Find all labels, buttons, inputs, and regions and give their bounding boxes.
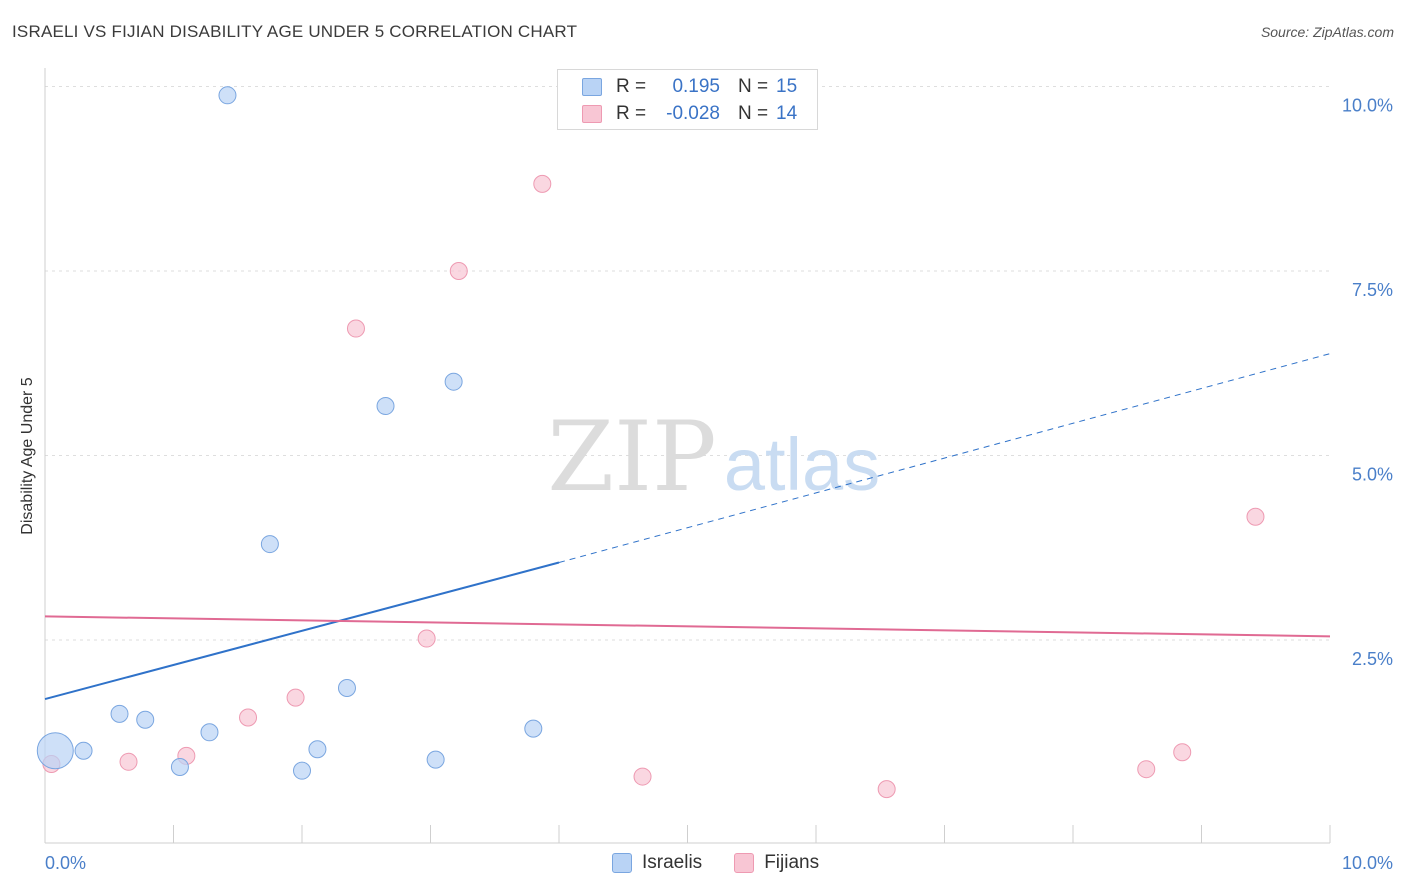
chart-title: ISRAELI VS FIJIAN DISABILITY AGE UNDER 5… — [12, 22, 578, 41]
n-value: 15 — [776, 76, 798, 97]
fijians-point — [286, 688, 305, 707]
fijians-point — [1246, 507, 1265, 526]
y-tick-label: 5.0% — [1352, 465, 1393, 485]
fijians-point — [1173, 743, 1192, 762]
r-label: R = — [616, 76, 647, 97]
fijians-legend-swatch — [734, 853, 755, 873]
y-tick-label: 2.5% — [1352, 649, 1393, 669]
fijians-point — [1137, 760, 1156, 779]
israelis-point — [444, 372, 463, 391]
n-label: N = — [738, 76, 769, 97]
r-value: -0.028 — [666, 103, 720, 124]
y-tick-label: 7.5% — [1352, 280, 1393, 300]
y-tick-label: 10.0% — [1342, 95, 1393, 115]
fijians-point — [877, 780, 896, 799]
fijians-point — [449, 261, 468, 280]
legend-row-israelis: R = 0.195 N = 15 — [582, 76, 797, 98]
fijians-point — [346, 319, 365, 338]
r-value: 0.195 — [672, 76, 720, 97]
n-value: 14 — [776, 103, 798, 124]
israelis-point — [376, 397, 395, 416]
n-label: N = — [738, 103, 769, 124]
fijians-legend-label: Fijians — [764, 852, 820, 873]
israelis-point — [110, 704, 129, 723]
fijians-point — [119, 752, 138, 771]
israelis-point — [337, 679, 356, 697]
stats-legend: R = 0.195 N = 15 R = -0.028 N = 14 — [557, 69, 818, 130]
israelis-point — [218, 86, 237, 105]
israelis-point — [260, 535, 279, 554]
israelis-point — [136, 710, 155, 729]
fijians-trend-line — [44, 615, 1331, 638]
legend-item-israelis: Israelis — [612, 852, 702, 874]
fijians-point — [417, 629, 436, 648]
israelis-point — [308, 740, 327, 759]
israelis-trend-extension — [558, 353, 1331, 564]
x-tick-label: 0.0% — [45, 853, 86, 873]
israelis-trend-line — [44, 561, 560, 701]
israelis-point — [170, 757, 189, 776]
r-label: R = — [616, 103, 647, 124]
israelis-legend-label: Israelis — [642, 852, 703, 873]
source-label: Source: ZipAtlas.com — [1260, 24, 1394, 40]
fijians-point — [533, 174, 552, 193]
israelis-point — [36, 732, 74, 770]
israelis-point — [293, 761, 311, 780]
watermark-zip: ZIP — [547, 401, 716, 513]
legend-row-fijians: R = -0.028 N = 14 — [582, 103, 797, 125]
fijians-point — [633, 767, 652, 786]
legend-item-fijians: Fijians — [734, 852, 819, 874]
israelis-legend-swatch — [612, 853, 632, 873]
fijians-swatch — [582, 105, 602, 123]
watermark: ZIP atlas — [547, 401, 880, 513]
x-tick-label: 10.0% — [1342, 853, 1393, 873]
israelis-point — [426, 750, 445, 769]
fijians-point — [239, 708, 258, 727]
watermark-atlas: atlas — [724, 423, 880, 506]
israelis-point — [74, 741, 93, 760]
israelis-point — [524, 719, 543, 738]
series-legend: Israelis Fijians — [612, 852, 851, 874]
israelis-point — [200, 723, 219, 742]
israelis-swatch — [582, 78, 602, 96]
